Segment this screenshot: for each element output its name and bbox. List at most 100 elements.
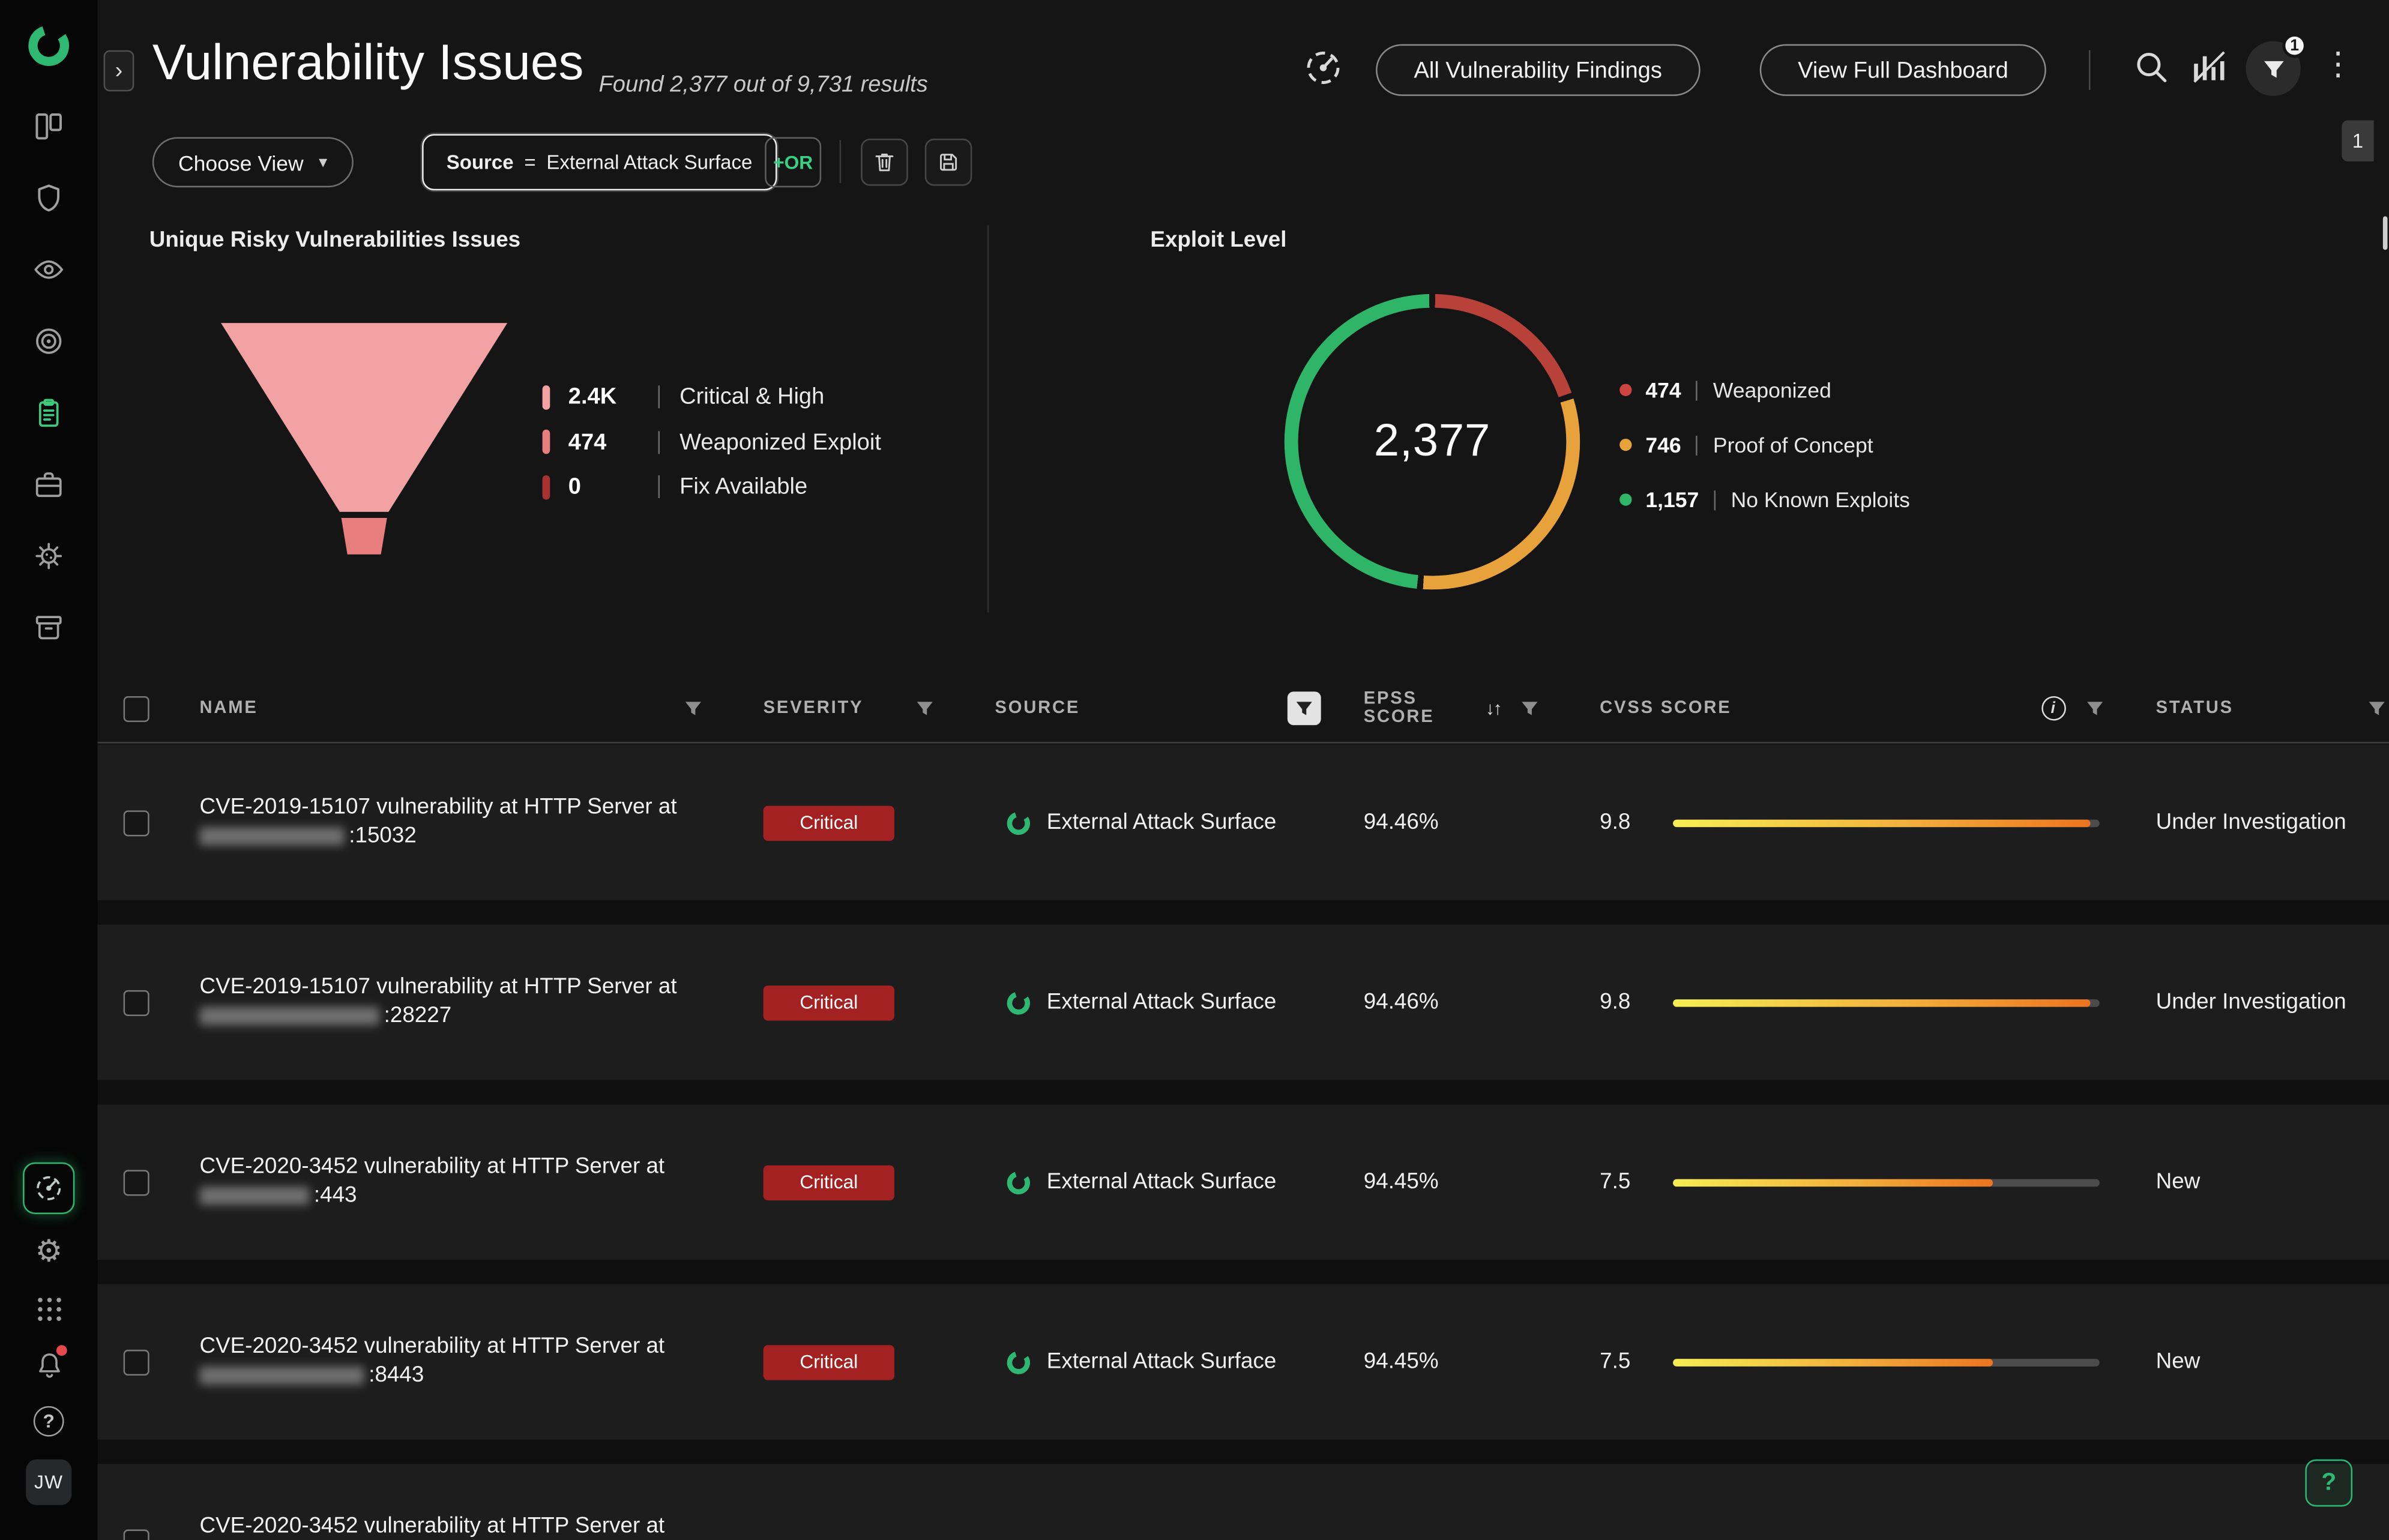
rescan-icon[interactable] bbox=[1303, 47, 1344, 89]
severity-filter-icon[interactable] bbox=[916, 699, 934, 717]
epss-filter-icon[interactable] bbox=[1520, 699, 1538, 717]
epss-score: 94.45% bbox=[1363, 1170, 1439, 1195]
status-label: Under Investigation bbox=[2156, 810, 2346, 835]
sidebar-item-inventory[interactable] bbox=[14, 591, 84, 663]
sidebar-expand-button[interactable]: › bbox=[103, 50, 134, 92]
sidebar-item-visibility[interactable] bbox=[14, 233, 84, 304]
global-filter-button[interactable]: 1 bbox=[2246, 33, 2307, 96]
severity-badge: Critical bbox=[763, 984, 894, 1020]
table-body: CVE-2019-15107 vulnerability at HTTP Ser… bbox=[97, 745, 2389, 1540]
cvss-bar bbox=[1673, 1178, 2100, 1187]
sort-icon[interactable]: ↓↑ bbox=[1485, 697, 1502, 720]
table-row[interactable]: CVE-2020-3452 vulnerability at HTTP Serv… bbox=[97, 1104, 2389, 1260]
legend-separator bbox=[658, 430, 660, 454]
topbar-divider bbox=[2088, 50, 2091, 90]
edge-count-tab[interactable]: 1 bbox=[2342, 120, 2374, 162]
search-icon[interactable] bbox=[2131, 47, 2171, 87]
source-label: External Attack Surface bbox=[1046, 810, 1277, 835]
scrollbar-thumb[interactable] bbox=[2382, 216, 2388, 250]
info-icon[interactable]: i bbox=[2041, 696, 2066, 721]
column-label: CVSS SCORE bbox=[1600, 699, 1732, 718]
legend-item: 2.4K Critical & High bbox=[542, 374, 881, 420]
source-filter-icon bbox=[1295, 699, 1313, 717]
legend-dot bbox=[1619, 383, 1632, 396]
apps-grid-icon bbox=[33, 1293, 65, 1325]
vulnerability-title: CVE-2019-15107 vulnerability at HTTP Ser… bbox=[199, 795, 677, 820]
severity-badge: Critical bbox=[763, 1164, 894, 1200]
status-label: New bbox=[2156, 1170, 2201, 1195]
cvss-bar bbox=[1673, 819, 2100, 827]
apps-button[interactable] bbox=[31, 1290, 67, 1327]
shield-icon bbox=[32, 181, 65, 214]
table-row-partial[interactable]: CVE-2020-3452 vulnerability at HTTP Serv… bbox=[97, 1464, 2389, 1540]
add-or-filter-button[interactable]: +OR bbox=[765, 137, 822, 188]
table-row[interactable]: CVE-2020-3452 vulnerability at HTTP Serv… bbox=[97, 1284, 2389, 1440]
brand-ring-icon bbox=[26, 23, 71, 68]
legend-swatch bbox=[542, 430, 550, 455]
column-label: NAME bbox=[199, 699, 258, 718]
panel-divider bbox=[987, 225, 989, 613]
all-vulnerability-findings-button[interactable]: All Vulnerability Findings bbox=[1376, 44, 1701, 96]
legend-label: Weaponized Exploit bbox=[679, 429, 881, 456]
cvss-score: 9.8 bbox=[1600, 810, 1631, 835]
legend-separator bbox=[658, 475, 660, 499]
row-checkbox[interactable] bbox=[123, 1529, 149, 1540]
donut-hole bbox=[1298, 307, 1567, 576]
eye-icon bbox=[32, 252, 65, 286]
table-row[interactable]: CVE-2019-15107 vulnerability at HTTP Ser… bbox=[97, 924, 2389, 1080]
legend-value: 746 bbox=[1645, 432, 1681, 457]
severity-badge: Critical bbox=[763, 805, 894, 840]
row-checkbox[interactable] bbox=[123, 989, 149, 1015]
kebab-menu-icon[interactable]: ⋮ bbox=[2322, 47, 2354, 83]
cvss-filter-icon[interactable] bbox=[2086, 699, 2104, 717]
legend-label: Critical & High bbox=[679, 384, 825, 411]
status-filter-icon[interactable] bbox=[2367, 699, 2385, 717]
choose-view-dropdown[interactable]: Choose View ▾ bbox=[152, 137, 354, 188]
source-label: External Attack Surface bbox=[1046, 1170, 1277, 1195]
source-filter-active-button[interactable] bbox=[1287, 691, 1321, 726]
chevron-down-icon: ▾ bbox=[319, 154, 328, 172]
app-logo[interactable] bbox=[26, 23, 71, 68]
redacted-ip bbox=[199, 1187, 310, 1206]
user-avatar[interactable]: JW bbox=[26, 1459, 72, 1505]
chart-icon[interactable] bbox=[2189, 47, 2229, 87]
briefcase-icon bbox=[32, 467, 65, 501]
donut-total: 2,377 bbox=[1373, 415, 1491, 466]
settings-button[interactable]: ⚙ bbox=[31, 1234, 67, 1271]
sidebar-item-issues-active[interactable] bbox=[14, 376, 84, 448]
sidebar-item-security[interactable] bbox=[14, 161, 84, 233]
column-label: SOURCE bbox=[995, 699, 1080, 718]
row-checkbox[interactable] bbox=[123, 1349, 149, 1375]
save-icon bbox=[935, 149, 961, 175]
view-full-dashboard-button[interactable]: View Full Dashboard bbox=[1759, 44, 2047, 96]
scan-shortcut-button[interactable] bbox=[23, 1162, 75, 1215]
legend-value: 2.4K bbox=[568, 384, 617, 411]
vulnerability-name: CVE-2020-3452 vulnerability at HTTP Serv… bbox=[199, 1153, 764, 1211]
row-checkbox[interactable] bbox=[123, 810, 149, 836]
table-row[interactable]: CVE-2019-15107 vulnerability at HTTP Ser… bbox=[97, 745, 2389, 901]
active-filter-chip[interactable]: Source = External Attack Surface bbox=[422, 134, 777, 191]
help-button[interactable]: ? bbox=[31, 1403, 67, 1440]
sidebar-item-dashboard[interactable] bbox=[14, 90, 84, 161]
delete-filter-button[interactable] bbox=[861, 138, 908, 186]
archive-icon bbox=[32, 610, 65, 644]
name-filter-icon[interactable] bbox=[684, 699, 702, 717]
sidebar-item-threats[interactable] bbox=[14, 520, 84, 591]
notifications-button[interactable] bbox=[31, 1345, 67, 1383]
source-icon bbox=[1005, 1169, 1031, 1195]
column-label: STATUS bbox=[2156, 699, 2234, 718]
epss-score: 94.46% bbox=[1363, 990, 1439, 1015]
vulnerability-title: CVE-2020-3452 vulnerability at HTTP Serv… bbox=[199, 1514, 665, 1539]
help-fab-button[interactable]: ? bbox=[2305, 1459, 2353, 1507]
redacted-ip bbox=[199, 827, 345, 846]
row-checkbox[interactable] bbox=[123, 1169, 149, 1196]
vulnerability-title: CVE-2020-3452 vulnerability at HTTP Serv… bbox=[199, 1154, 665, 1179]
sidebar-item-targets[interactable] bbox=[14, 305, 84, 376]
sidebar-item-assets[interactable] bbox=[14, 448, 84, 519]
select-all-checkbox[interactable] bbox=[123, 695, 149, 721]
port-suffix: :28227 bbox=[384, 1003, 452, 1029]
save-view-button[interactable] bbox=[924, 138, 972, 186]
legend-separator bbox=[658, 385, 660, 409]
column-label: SEVERITY bbox=[763, 699, 864, 718]
